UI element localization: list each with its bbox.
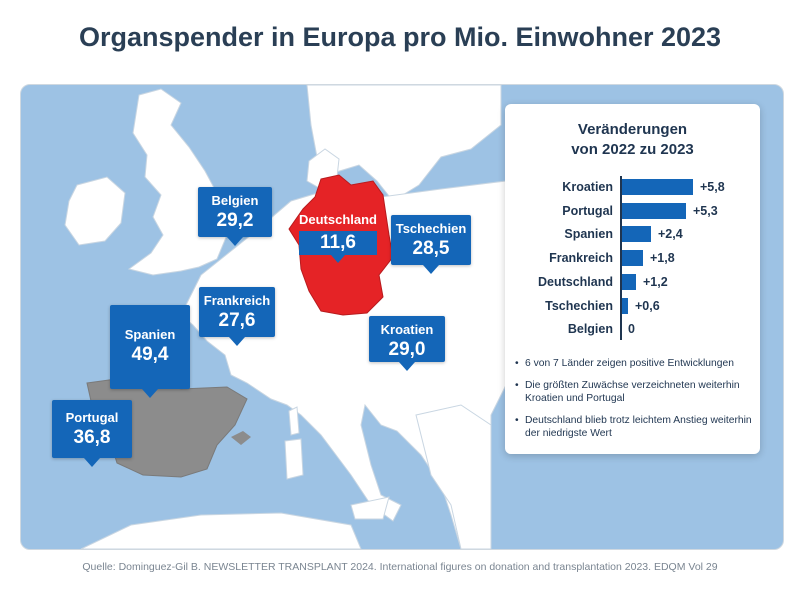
panel-title-line1: Veränderungen	[577, 121, 688, 138]
callout-belgien: Belgien 29,2	[198, 187, 272, 246]
callout-country-label: Frankreich	[203, 293, 271, 308]
bar-value-label: +5,8	[700, 180, 725, 194]
callout-tschechien: Tschechien 28,5	[391, 215, 471, 274]
bar	[621, 226, 651, 243]
bar-value-label: +2,4	[658, 227, 683, 242]
callout-country-label: Tschechien	[395, 221, 467, 236]
bar-label: Frankreich	[549, 251, 613, 266]
bar-label: Belgien	[567, 322, 613, 337]
callout-deutschland: Deutschland 11,6	[288, 206, 388, 263]
land-balkans	[415, 404, 492, 549]
bar-value-label: +5,3	[693, 203, 718, 218]
bar-value-label: 0	[628, 322, 635, 337]
note-item: Die größten Zuwächse verzeichneten weite…	[515, 379, 755, 405]
bar	[621, 202, 686, 219]
panel-notes: 6 von 7 Länder zeigen positive Entwicklu…	[515, 357, 755, 449]
callout-value: 36,8	[73, 427, 111, 448]
bar	[621, 273, 636, 290]
callout-country-label: Deutschland	[298, 212, 377, 227]
bar	[621, 250, 643, 267]
bar-label: Kroatien	[562, 180, 613, 194]
bar	[621, 297, 628, 314]
callout-value: 27,6	[218, 310, 256, 331]
bar-label: Spanien	[564, 227, 613, 242]
note-item: Deutschland blieb trotz leichtem Anstieg…	[515, 414, 755, 440]
panel-title-line2: von 2022 zu 2023	[571, 141, 694, 158]
bar-value-label: +0,6	[635, 298, 660, 313]
callout-value: 49,4	[131, 344, 169, 365]
bar-label: Deutschland	[537, 274, 613, 289]
bar-value-label: +1,8	[650, 251, 675, 266]
callout-country-label: Portugal	[65, 410, 119, 425]
land-sicily	[350, 496, 390, 520]
land-sardinia	[284, 438, 304, 480]
panel-title: Veränderungen von 2022 zu 2023	[505, 120, 760, 160]
land-north-africa	[80, 512, 362, 549]
land-ireland	[64, 176, 126, 246]
bar-label: Tschechien	[545, 298, 613, 313]
note-item: 6 von 7 Länder zeigen positive Entwicklu…	[515, 357, 755, 370]
bar-label: Portugal	[562, 203, 613, 218]
bar-value-label: +1,2	[643, 274, 668, 289]
callout-value: 29,0	[388, 339, 426, 360]
callout-frankreich: Frankreich 27,6	[199, 287, 275, 346]
land-britain	[127, 88, 228, 276]
bar	[621, 179, 693, 195]
callout-portugal: Portugal 36,8	[52, 400, 132, 467]
callout-value: 11,6	[299, 231, 377, 263]
land-corsica	[288, 406, 300, 436]
callout-country-label: Spanien	[124, 327, 176, 342]
callout-value: 29,2	[216, 210, 254, 231]
source-note: Quelle: Dominguez-Gil B. NEWSLETTER TRAN…	[82, 561, 718, 573]
callout-country-label: Kroatien	[380, 322, 434, 337]
land-balearics	[231, 431, 251, 445]
callout-value: 28,5	[412, 238, 450, 259]
callout-country-label: Belgien	[211, 193, 259, 208]
bar-chart-axis	[620, 176, 622, 340]
page-title: Organspender in Europa pro Mio. Einwohne…	[78, 22, 722, 52]
callout-kroatien: Kroatien 29,0	[369, 316, 445, 371]
callout-spanien: Spanien 49,4	[110, 305, 190, 398]
